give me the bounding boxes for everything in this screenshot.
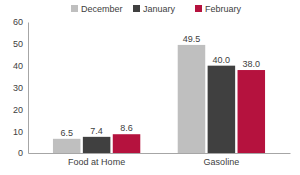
legend-swatch [133,5,140,12]
y-tick: 20 [13,105,28,115]
data-labels: 6.5 49.5 7.4 40.0 8.6 38.0 [60,34,260,138]
bar [53,139,81,153]
x-axis-line [29,153,291,154]
data-label: 40.0 [213,55,231,65]
bar [208,66,236,153]
bar [113,134,141,153]
y-tick-label: 60 [13,17,23,27]
y-tick-label: 40 [13,61,23,71]
bar [178,45,206,153]
y-tick: 0 [18,148,28,158]
y-tick: 30 [13,83,28,93]
y-tick-label: 10 [13,127,23,137]
legend-item: December [71,4,123,14]
x-tick-label: Food at Home [68,157,125,167]
y-tick-label: 30 [13,83,23,93]
y-tick-label: 0 [18,148,23,158]
y-tick: 10 [13,127,28,137]
y-tick: 40 [13,61,28,71]
legend: December January February [71,4,242,14]
y-tick: 50 [13,39,28,49]
data-label: 49.5 [183,34,201,44]
data-label: 7.4 [90,126,103,136]
bars [53,45,265,153]
x-tick: Food at Home [68,153,125,167]
x-tick: Gasoline [204,153,240,167]
legend-label: January [143,4,176,14]
y-axis-line [28,23,29,154]
legend-label: February [205,4,242,14]
x-tick-label: Gasoline [204,157,240,167]
data-label: 38.0 [243,59,261,69]
legend-swatch [195,5,202,12]
x-axis: Food at Home Gasoline [29,153,291,167]
bar [238,70,266,153]
legend-item: January [133,4,176,14]
chart: 0 10 20 30 40 50 60 Food at Home Gasoline 6.5 49.5… [0,0,300,175]
bar [83,137,111,153]
y-tick-label: 50 [13,39,23,49]
y-tick-label: 20 [13,105,23,115]
plot: 0 10 20 30 40 50 60 Food at Home Gasoline 6.5 49.5… [13,17,291,167]
legend-item: February [195,4,242,14]
y-tick: 60 [13,17,28,27]
legend-swatch [71,5,78,12]
data-label: 8.6 [120,123,133,133]
y-axis: 0 10 20 30 40 50 60 [13,17,29,158]
data-label: 6.5 [60,128,73,138]
legend-label: December [81,4,123,14]
